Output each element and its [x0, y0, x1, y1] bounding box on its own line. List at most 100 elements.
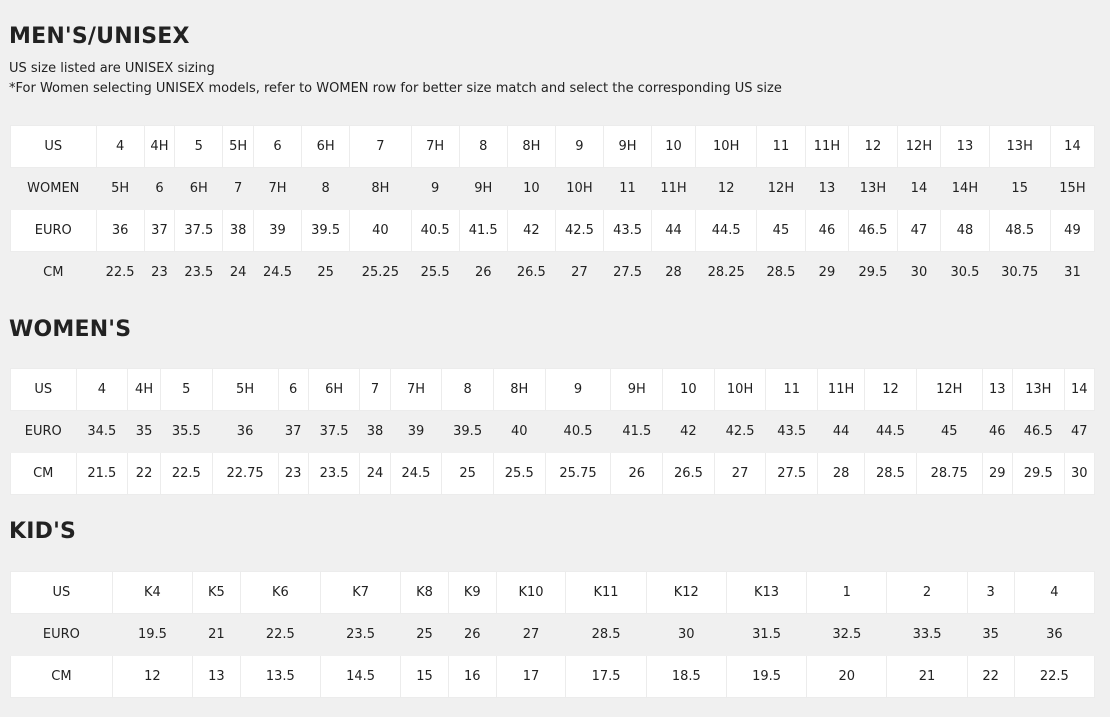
size-cell: 39.5	[301, 209, 351, 252]
size-cell: 25	[441, 452, 494, 495]
size-cell: K12	[645, 571, 727, 614]
size-cell: 6	[252, 125, 303, 168]
size-cell: 25.5	[410, 251, 460, 294]
size-cell: 7	[222, 167, 254, 210]
size-cell: 5H	[211, 368, 279, 411]
row-label: EURO	[10, 209, 97, 252]
size-cell: 48.5	[988, 209, 1051, 252]
size-cell: 6H	[307, 368, 361, 411]
size-cell: 40.5	[544, 410, 612, 453]
size-cell: 11	[765, 368, 819, 411]
size-cell: 31	[1049, 251, 1096, 294]
size-cell: 30	[896, 251, 942, 294]
size-cell: 49	[1049, 209, 1096, 252]
size-cell: 7H	[410, 125, 460, 168]
size-cell: 43.5	[765, 410, 819, 453]
size-cell: 35	[966, 613, 1015, 656]
size-cell: 11	[602, 167, 653, 210]
size-cell: 15	[400, 655, 449, 698]
size-cell: 8H	[349, 167, 412, 210]
size-cell: 19.5	[111, 613, 194, 656]
mens-title: MEN'S/UNISEX	[9, 24, 190, 49]
size-cell: 35	[127, 410, 161, 453]
size-cell: 22.5	[159, 452, 213, 495]
size-cell: 26	[447, 613, 497, 656]
size-cell: 37	[143, 209, 176, 252]
size-cell: 12	[864, 368, 917, 411]
size-cell: 43.5	[602, 209, 653, 252]
size-cell: 24.5	[252, 251, 303, 294]
size-cell: K5	[192, 571, 241, 614]
size-cell: 6H	[301, 125, 351, 168]
size-cell: 26.5	[506, 251, 556, 294]
size-cell: 23.5	[174, 251, 224, 294]
size-cell: 12	[694, 167, 758, 210]
size-cell: 16	[447, 655, 497, 698]
size-cell: 12H	[896, 125, 942, 168]
size-cell: 4	[1013, 571, 1096, 614]
size-cell: 25.5	[492, 452, 546, 495]
mens-note-unisex: US size listed are UNISEX sizing	[9, 61, 215, 76]
size-cell: 27	[495, 613, 567, 656]
size-row-us: US 4 4H 5 5H 6 6H 7 7H 8 8H 9 9H 10 10H 11 11H 12 12H 13 13H…	[10, 368, 1096, 411]
size-cell: 37	[277, 410, 309, 453]
size-cell: 14	[1063, 368, 1096, 411]
size-cell: 14H	[940, 167, 990, 210]
size-cell: 32.5	[806, 613, 888, 656]
size-cell: 40	[349, 209, 412, 252]
size-cell: 13	[940, 125, 990, 168]
size-cell: 6H	[174, 167, 224, 210]
size-cell: 28.5	[756, 251, 806, 294]
size-cell: 25	[301, 251, 351, 294]
size-cell: 18.5	[645, 655, 727, 698]
size-cell: 15	[988, 167, 1051, 210]
size-cell: 22.75	[211, 452, 279, 495]
size-cell: 7	[359, 368, 391, 411]
size-cell: 7H	[389, 368, 443, 411]
size-cell: 22.5	[1013, 655, 1096, 698]
size-cell: 42.5	[554, 209, 605, 252]
size-cell: 44.5	[694, 209, 758, 252]
size-cell: 24	[222, 251, 254, 294]
size-cell: 30	[645, 613, 727, 656]
size-cell: 21	[192, 613, 241, 656]
size-cell: 30.5	[940, 251, 990, 294]
size-cell: 11	[756, 125, 806, 168]
size-cell: K8	[400, 571, 449, 614]
size-cell: 11H	[651, 167, 696, 210]
size-cell: 8	[458, 125, 508, 168]
size-row-cm: CM 12 13 13.5 14.5 15 16 17 17.5 18.5 19.5 20 21 22 22…	[10, 655, 1096, 698]
size-cell: 36	[95, 209, 145, 252]
size-cell: 28	[651, 251, 696, 294]
size-cell: 5	[174, 125, 224, 168]
size-cell: 42.5	[713, 410, 767, 453]
womens-title: WOMEN'S	[9, 317, 132, 342]
size-cell: 38	[359, 410, 391, 453]
size-cell: 26.5	[662, 452, 715, 495]
kids-size-table: US K4 K5 K6 K7 K8 K9 K10 K11 K12 K13 1 2 3 4 EURO 19.5 21…	[10, 571, 1096, 698]
size-cell: 28.75	[915, 452, 983, 495]
size-cell: 23.5	[307, 452, 361, 495]
size-cell: 24	[359, 452, 391, 495]
size-cell: 13H	[988, 125, 1051, 168]
size-cell: 2	[886, 571, 968, 614]
size-cell: 33.5	[886, 613, 968, 656]
mens-size-table: US 4 4H 5 5H 6 6H 7 7H 8 8H 9 9H 10 10H 11 11H 12 12H 13 13H…	[10, 125, 1096, 294]
row-label: CM	[10, 452, 77, 495]
size-cell: 13.5	[239, 655, 321, 698]
row-label: CM	[10, 251, 97, 294]
size-cell: 40	[492, 410, 546, 453]
size-cell: 10H	[713, 368, 767, 411]
size-cell: 22.5	[239, 613, 321, 656]
size-cell: 42	[662, 410, 715, 453]
row-label: US	[10, 368, 77, 411]
size-cell: 9H	[458, 167, 508, 210]
size-cell: 46.5	[848, 209, 898, 252]
size-cell: 8H	[506, 125, 556, 168]
size-cell: 4	[75, 368, 129, 411]
size-cell: 28.5	[864, 452, 917, 495]
size-cell: 6	[143, 167, 176, 210]
size-cell: 3	[966, 571, 1015, 614]
size-cell: 47	[1063, 410, 1096, 453]
size-cell: 34.5	[75, 410, 129, 453]
